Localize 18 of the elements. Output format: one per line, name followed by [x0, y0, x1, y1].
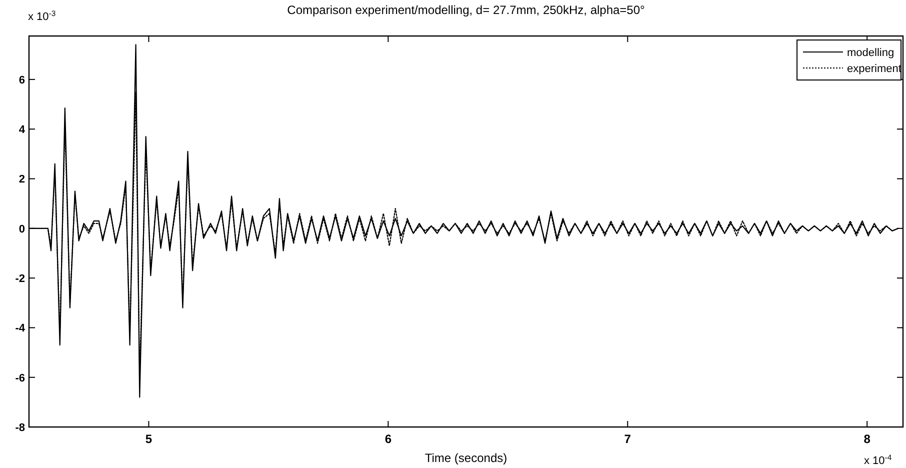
- text: x 10$^{-4}$: [864, 452, 892, 467]
- y-tick-label: 0: [18, 223, 25, 236]
- x-tick-label: 5: [145, 432, 152, 446]
- chart-title: Comparison experiment/modelling, d= 27.7mm, 250kHz, alpha=50°: [287, 3, 646, 17]
- legend-label: modelling: [847, 47, 894, 59]
- y-tick-label: 4: [18, 124, 26, 136]
- x-tick-label: 8: [864, 432, 871, 446]
- legend-label: experiment: [847, 63, 902, 75]
- y-tick-label: 2: [18, 174, 25, 186]
- y-tick-label: -6: [15, 372, 25, 384]
- x-axis-title: Time (seconds): [424, 451, 508, 465]
- text: x 10$^{-3}$: [28, 8, 56, 23]
- y-tick-label: -4: [15, 322, 26, 335]
- y-tick-label: -2: [15, 273, 25, 286]
- x-tick-label: 7: [624, 432, 632, 446]
- x-tick-label: 6: [384, 432, 392, 446]
- y-tick-label: 6: [18, 74, 25, 86]
- y-tick-label: -8: [15, 422, 25, 434]
